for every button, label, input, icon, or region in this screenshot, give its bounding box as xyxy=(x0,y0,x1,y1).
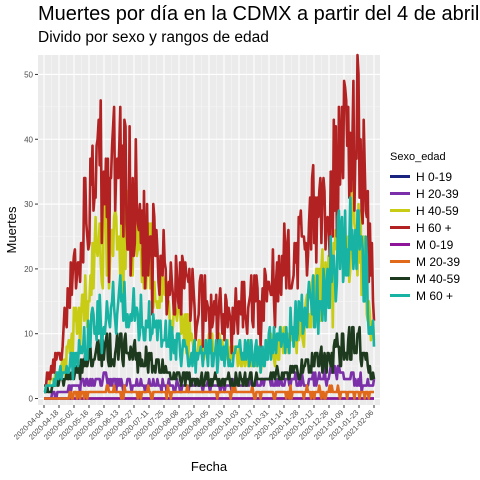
legend-key-swatch xyxy=(390,243,410,246)
legend-key-swatch xyxy=(390,209,410,212)
legend-item: H 60 + xyxy=(390,219,460,236)
legend-key-swatch xyxy=(390,294,410,297)
legend-key-swatch xyxy=(390,277,410,280)
y-tick-label: 0 xyxy=(29,395,34,404)
legend-item: M 60 + xyxy=(390,287,460,304)
legend-key-swatch xyxy=(390,226,410,229)
legend-item: H 40-59 xyxy=(390,202,460,219)
legend-label: H 20-39 xyxy=(416,186,459,201)
series-line-h-60- xyxy=(43,53,376,387)
legend-item: M 0-19 xyxy=(390,236,460,253)
chart-title: Muertes por día en la CDMX a partir del … xyxy=(38,3,480,25)
y-tick-label: 40 xyxy=(24,135,33,144)
series-line-m-40-59 xyxy=(43,325,376,394)
y-tick-label: 10 xyxy=(24,330,33,339)
series-line-m-60- xyxy=(43,196,376,394)
legend-key-swatch xyxy=(390,175,410,178)
y-tick-label: 20 xyxy=(24,265,33,274)
legend-label: M 0-19 xyxy=(416,237,454,252)
legend-label: M 20-39 xyxy=(416,254,461,269)
legend-label: M 60 + xyxy=(416,288,454,303)
chart-subtitle: Divido por sexo y rangos de edad xyxy=(38,29,269,46)
legend-label: H 60 + xyxy=(416,220,452,235)
y-tick-label: 50 xyxy=(24,70,33,79)
legend-key-swatch xyxy=(390,260,410,263)
legend-title: Sexo_edad xyxy=(390,151,446,163)
legend-item: M 20-39 xyxy=(390,253,460,270)
legend-item: H 20-39 xyxy=(390,185,460,202)
x-axis-title: Fecha xyxy=(191,459,228,474)
legend-item: M 40-59 xyxy=(390,270,460,287)
legend-label: H 40-59 xyxy=(416,203,459,218)
legend-label: H 0-19 xyxy=(416,169,453,184)
legend-label: M 40-59 xyxy=(416,271,461,286)
y-axis-title: Muertes xyxy=(4,206,19,253)
legend-item: H 0-19 xyxy=(390,168,460,185)
legend-key-swatch xyxy=(390,192,410,195)
legend: Sexo_edad H 0-19 H 20-39 H 40-59 H 60 + M 0-… xyxy=(390,151,460,304)
y-tick-label: 30 xyxy=(24,200,33,209)
series-line-m-20-39 xyxy=(43,384,375,400)
